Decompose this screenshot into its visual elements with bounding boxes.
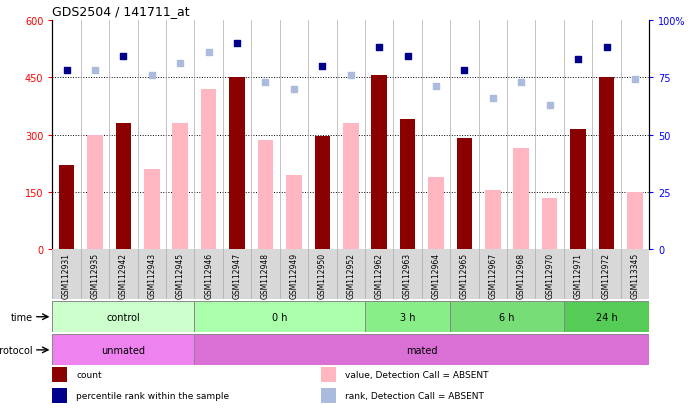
Text: GSM112963: GSM112963 [403, 252, 412, 298]
Point [373, 45, 385, 52]
Point [345, 72, 356, 79]
Text: 0 h: 0 h [272, 312, 288, 322]
Point [544, 102, 555, 109]
Bar [564, 301, 649, 332]
Text: GSM112935: GSM112935 [91, 252, 100, 298]
Text: count: count [76, 370, 102, 379]
Bar [315, 137, 330, 250]
Text: 6 h: 6 h [499, 312, 515, 322]
Text: unmated: unmated [101, 345, 145, 355]
Bar [229, 78, 245, 250]
Bar [365, 301, 450, 332]
Bar [450, 301, 564, 332]
Bar [172, 124, 188, 250]
Point [203, 50, 214, 56]
Point [61, 68, 72, 74]
Text: GSM112967: GSM112967 [489, 252, 498, 298]
Bar [343, 124, 359, 250]
Bar [321, 368, 336, 382]
Point [174, 61, 186, 67]
Text: value, Detection Call = ABSENT: value, Detection Call = ABSENT [345, 370, 489, 379]
Text: GSM113345: GSM113345 [630, 252, 639, 299]
Point [89, 68, 101, 74]
Text: GSM112971: GSM112971 [574, 252, 583, 298]
Text: GSM112945: GSM112945 [176, 252, 185, 298]
Point [630, 77, 641, 83]
Text: GSM112946: GSM112946 [204, 252, 213, 298]
Text: GSM112931: GSM112931 [62, 252, 71, 298]
Point [260, 79, 271, 86]
Text: control: control [107, 312, 140, 322]
Bar [195, 335, 649, 366]
Bar [59, 166, 75, 250]
Text: 3 h: 3 h [400, 312, 415, 322]
Text: GSM112942: GSM112942 [119, 252, 128, 298]
Text: time: time [10, 312, 33, 322]
Bar [258, 141, 274, 250]
Point [601, 45, 612, 52]
Text: GSM112972: GSM112972 [602, 252, 611, 298]
Text: GDS2504 / 141711_at: GDS2504 / 141711_at [52, 5, 190, 18]
Point [431, 84, 442, 90]
Bar [52, 388, 67, 403]
Text: GSM112948: GSM112948 [261, 252, 270, 298]
Text: rank, Detection Call = ABSENT: rank, Detection Call = ABSENT [345, 391, 484, 400]
Point [487, 95, 498, 102]
Text: GSM112968: GSM112968 [517, 252, 526, 298]
Bar [400, 120, 415, 250]
Point [459, 68, 470, 74]
Text: GSM112947: GSM112947 [232, 252, 242, 298]
Bar [201, 89, 216, 250]
Point [232, 40, 243, 47]
Bar [116, 124, 131, 250]
Point [146, 72, 157, 79]
Bar [195, 301, 365, 332]
Text: GSM112962: GSM112962 [375, 252, 384, 298]
Text: protocol: protocol [0, 345, 33, 355]
Bar [428, 177, 444, 250]
Bar [542, 198, 558, 250]
Text: mated: mated [406, 345, 438, 355]
Point [402, 54, 413, 61]
Bar [87, 135, 103, 250]
Text: GSM112964: GSM112964 [431, 252, 440, 298]
Text: GSM112970: GSM112970 [545, 252, 554, 298]
Bar [321, 388, 336, 403]
Text: 24 h: 24 h [595, 312, 618, 322]
Bar [52, 368, 67, 382]
Text: GSM112950: GSM112950 [318, 252, 327, 298]
Bar [52, 335, 195, 366]
Point [317, 63, 328, 70]
Bar [599, 78, 614, 250]
Point [572, 56, 584, 63]
Point [118, 54, 129, 61]
Bar [485, 191, 500, 250]
Bar [627, 192, 643, 250]
Bar [514, 149, 529, 250]
Bar [570, 130, 586, 250]
Bar [286, 176, 302, 250]
Bar [456, 139, 473, 250]
Bar [52, 301, 195, 332]
Point [288, 86, 299, 93]
Text: GSM112949: GSM112949 [290, 252, 299, 298]
Bar [144, 170, 160, 250]
Bar [371, 76, 387, 250]
Text: GSM112943: GSM112943 [147, 252, 156, 298]
Point [516, 79, 527, 86]
Text: GSM112952: GSM112952 [346, 252, 355, 298]
Text: GSM112965: GSM112965 [460, 252, 469, 298]
Text: percentile rank within the sample: percentile rank within the sample [76, 391, 230, 400]
